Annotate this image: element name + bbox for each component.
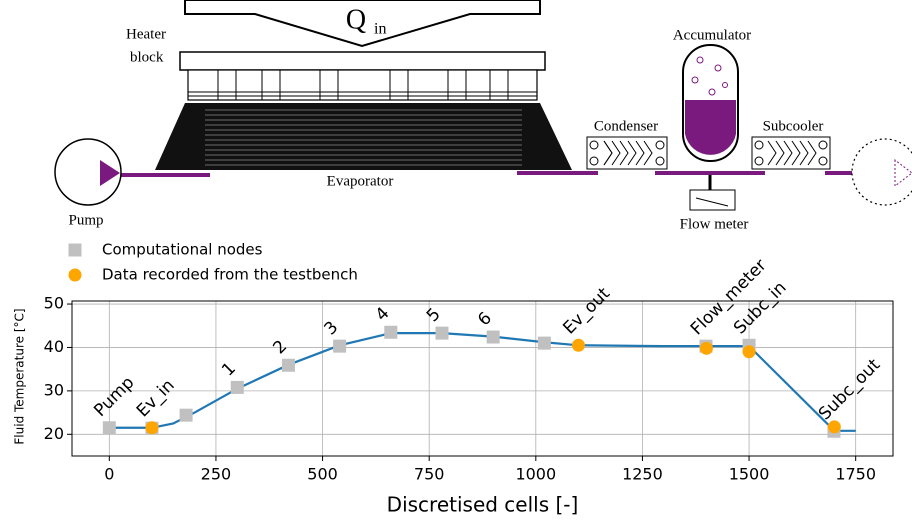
point-label: Subc_out — [815, 355, 885, 425]
data-point — [435, 327, 448, 340]
subcooler — [752, 137, 830, 169]
condenser — [587, 137, 667, 169]
data-point — [180, 409, 193, 422]
legend-marker — [69, 244, 82, 257]
label: Accumulator — [673, 27, 751, 43]
data-point — [572, 339, 585, 352]
heater-top — [180, 52, 545, 70]
data-point — [333, 340, 346, 353]
data-point — [828, 420, 841, 433]
data-point — [487, 331, 500, 344]
y-tick-label: 20 — [44, 424, 64, 443]
flow-meter — [690, 190, 735, 210]
y-tick-label: 30 — [44, 380, 64, 399]
legend-marker — [69, 269, 82, 282]
point-label: Pump — [90, 373, 138, 421]
point-label: 1 — [218, 359, 240, 381]
x-tick-label: 250 — [201, 465, 232, 484]
x-tick-label: 1750 — [835, 465, 876, 484]
legend-label: Data recorded from the testbench — [102, 266, 358, 284]
data-point — [103, 421, 116, 434]
label: Flow meter — [680, 216, 749, 232]
point-label: 5 — [423, 304, 445, 326]
data-point — [231, 381, 244, 394]
chart: 0 250 500 750 1000 1250 1500 1750 20 30 40 50 Discre… — [13, 241, 894, 517]
point-label: 4 — [372, 304, 394, 326]
diagram: Q in — [55, 0, 912, 232]
y-axis-label: Fluid Temperature [°C] — [13, 308, 27, 444]
x-axis-label: Discretised cells [-] — [387, 493, 579, 517]
data-point — [145, 421, 158, 434]
y-tick-label: 40 — [44, 337, 64, 356]
point-label: 6 — [474, 308, 496, 330]
x-tick-label: 1500 — [729, 465, 770, 484]
point-label: 2 — [269, 337, 291, 359]
q-label: Q — [346, 4, 366, 35]
data-point — [384, 326, 397, 339]
label: Pump — [68, 212, 103, 228]
x-tick-label: 750 — [414, 465, 445, 484]
label: Subcooler — [763, 118, 824, 134]
q-sub: in — [374, 21, 386, 38]
accumulator-liquid — [685, 100, 736, 155]
x-tick-label: 1000 — [515, 465, 556, 484]
pump-next-arrow — [895, 160, 912, 186]
pump-next — [852, 139, 912, 205]
data-point — [282, 359, 295, 372]
data-point — [538, 337, 551, 350]
data-point — [743, 345, 756, 358]
point-label: Ev_in — [133, 375, 179, 421]
x-tick-label: 1250 — [622, 465, 663, 484]
point-label: Ev_out — [559, 284, 614, 339]
figure: Q in — [0, 0, 912, 521]
label: Condenser — [594, 118, 658, 134]
label: block — [130, 49, 164, 65]
x-tick-label: 500 — [307, 465, 338, 484]
x-tick-label: 0 — [104, 465, 114, 484]
point-label: 3 — [321, 317, 343, 339]
legend-label: Computational nodes — [102, 241, 263, 259]
y-tick-label: 50 — [44, 294, 64, 313]
label: Evaporator — [327, 173, 394, 189]
data-point — [700, 342, 713, 355]
label: Heater — [126, 26, 166, 42]
